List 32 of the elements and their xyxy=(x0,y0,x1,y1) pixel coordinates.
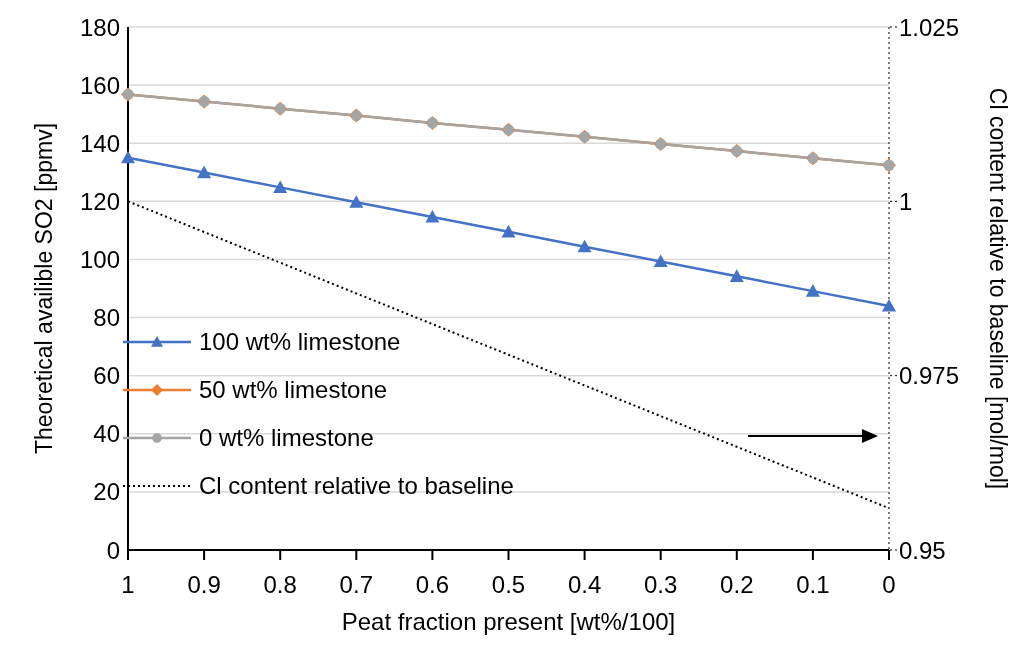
y-tick-label: 160 xyxy=(79,71,120,99)
x-tick-label: 0.5 xyxy=(491,571,526,599)
x-tick-label: 0.6 xyxy=(415,571,450,599)
x-tick-label: 1 xyxy=(121,571,135,599)
y-tick-label: 180 xyxy=(79,13,120,41)
y-axis-title: Theoretical availible SO2 [ppmv] xyxy=(31,122,57,455)
y-tick-label: 120 xyxy=(79,187,120,215)
x-tick-label: 0.9 xyxy=(187,571,221,599)
legend-label: Cl content relative to baseline xyxy=(199,471,514,501)
y-tick-label: 60 xyxy=(93,362,120,390)
x-axis-title: Peat fraction present [wt%/100] xyxy=(341,608,676,635)
x-tick-label: 0.8 xyxy=(263,571,297,599)
y2-tick-label: 0.975 xyxy=(899,362,960,390)
y-tick-label: 80 xyxy=(93,304,120,332)
y-tick-label: 0 xyxy=(106,536,120,564)
y-tick-label: 100 xyxy=(79,245,120,273)
x-tick-label: 0.3 xyxy=(644,571,678,599)
x-tick-label: 0.2 xyxy=(720,571,754,599)
y-tick-label: 20 xyxy=(93,478,120,506)
y2-tick-label: 1.025 xyxy=(899,13,960,41)
y2-axis-title: Cl content relative to baseline [mol/mol] xyxy=(985,87,1011,490)
legend-label: 100 wt% limestone xyxy=(199,327,401,357)
y-tick-label: 40 xyxy=(93,420,120,448)
y-tick-label: 140 xyxy=(79,129,120,157)
legend-label: 50 wt% limestone xyxy=(199,375,388,405)
x-tick-label: 0.7 xyxy=(339,571,373,599)
x-tick-label: 0 xyxy=(882,571,896,599)
x-tick-label: 0.1 xyxy=(796,571,830,599)
legend-label: 0 wt% limestone xyxy=(199,423,374,453)
y2-tick-label: 0.95 xyxy=(899,536,946,564)
x-tick-label: 0.4 xyxy=(567,571,602,599)
y2-tick-label: 1 xyxy=(899,187,913,215)
